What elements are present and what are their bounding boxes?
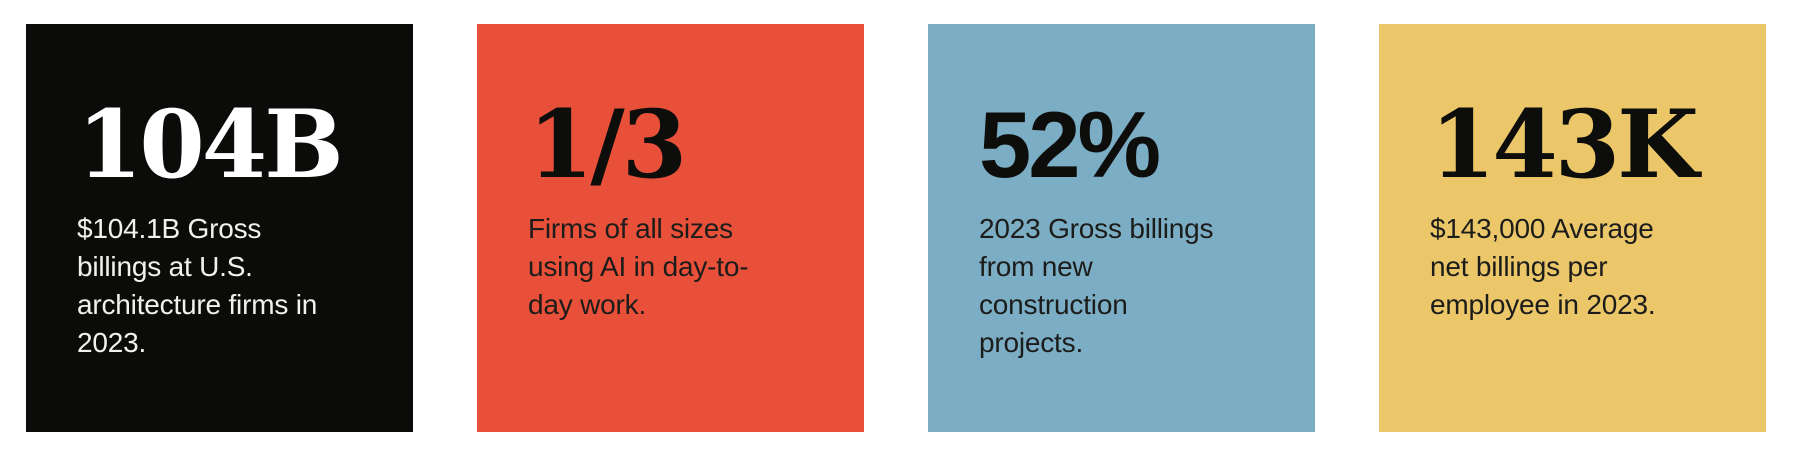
stat-description-gross-billings: $104.1B Gross billings at U.S. architect…	[77, 213, 318, 358]
stat-card-net-billings-per-employee: 143K $143,000 Average net billings per e…	[1379, 24, 1766, 432]
stat-description-net-billings-per-employee: $143,000 Average net billings per employ…	[1430, 213, 1656, 320]
stat-value-gross-billings: 104B	[77, 90, 344, 200]
stat-card-new-construction: 52% 2023 Gross billings from new constru…	[928, 24, 1315, 432]
stats-row: 104B $104.1B Gross billings at U.S. arch…	[26, 24, 1766, 432]
stat-description-ai-usage: Firms of all sizes using AI in day-to- d…	[528, 213, 749, 320]
stat-card-ai-usage: 1/3 Firms of all sizes using AI in day-t…	[477, 24, 864, 432]
stat-value-net-billings-per-employee: 143K	[1430, 90, 1699, 200]
stat-description-new-construction: 2023 Gross billings from new constructio…	[979, 213, 1214, 358]
stat-value-ai-usage: 1/3	[528, 90, 687, 200]
stat-value-new-construction: 52%	[979, 92, 1161, 197]
stat-card-gross-billings: 104B $104.1B Gross billings at U.S. arch…	[26, 24, 413, 432]
